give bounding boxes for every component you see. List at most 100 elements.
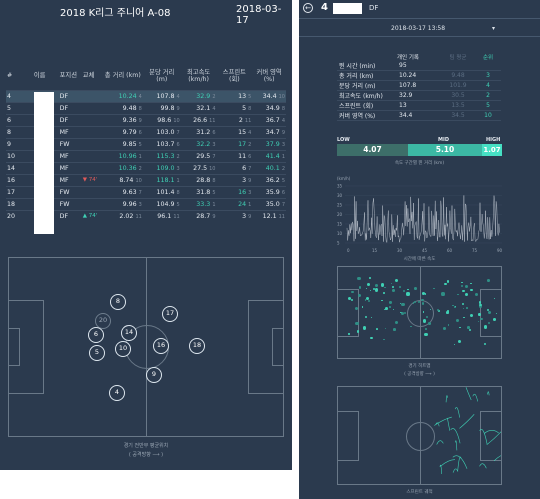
sprint-path bbox=[447, 417, 451, 431]
cell-per-minute: 99.8 9 bbox=[142, 101, 181, 114]
heatmap-dot bbox=[444, 282, 447, 286]
cell-per-minute: 115.3 2 bbox=[142, 149, 181, 162]
heatmap-dot bbox=[488, 310, 492, 314]
heatmap-dot bbox=[470, 314, 474, 318]
speed-x-tick: 75 bbox=[472, 248, 478, 253]
heatmap-dot bbox=[358, 286, 362, 289]
table-row[interactable]: 18 FW 9.96 3 104.9 5 33.3 1 24 1 35.0 7 bbox=[6, 197, 286, 210]
stat-team-avg: 13.5 bbox=[441, 100, 475, 111]
heatmap-dot bbox=[407, 288, 409, 290]
per-minute-value: 96.1 bbox=[157, 212, 172, 220]
per-minute-rank: 4 bbox=[176, 93, 180, 100]
coverage-rank: 4 bbox=[281, 117, 285, 124]
speed-y-tick: 15 bbox=[337, 222, 343, 227]
cell-distance: 9.85 5 bbox=[102, 137, 143, 150]
cell-sprint: 17 2 bbox=[216, 137, 253, 150]
heatmap-dot bbox=[421, 302, 425, 305]
cell-distance: 2.02 11 bbox=[102, 209, 143, 222]
table-row[interactable]: 6 DF 9.36 9 98.6 10 26.6 11 2 11 36.7 4 bbox=[6, 113, 286, 126]
datetime-divider bbox=[299, 36, 540, 37]
cell-distance: 9.96 3 bbox=[102, 197, 143, 210]
cell-top-speed: 28.8 8 bbox=[180, 173, 217, 186]
heatmap-dot bbox=[392, 289, 396, 293]
top-speed-rank: 3 bbox=[212, 141, 216, 148]
heatmap-dot bbox=[446, 311, 449, 314]
heatmap-dot bbox=[414, 301, 416, 304]
sprint-rank: 2 bbox=[248, 141, 252, 148]
player-marker[interactable]: 18 bbox=[189, 338, 205, 354]
heatmap-dot bbox=[462, 308, 464, 310]
heatmap-dot bbox=[441, 292, 445, 296]
sprint-value: 15 bbox=[238, 128, 247, 136]
coverage-rank: 7 bbox=[281, 201, 285, 208]
player-marker[interactable]: 10 bbox=[115, 341, 131, 357]
cell-per-minute: 103.7 6 bbox=[142, 137, 181, 150]
heatmap-dot bbox=[385, 306, 389, 310]
heatmap-dot bbox=[467, 326, 470, 330]
player-marker[interactable]: 20 bbox=[95, 313, 111, 329]
back-arrow-icon[interactable]: ← bbox=[303, 3, 313, 13]
top-speed-rank: 6 bbox=[212, 129, 216, 136]
player-stat-row: 총 거리 (km) 10.24 9.48 3 bbox=[337, 70, 501, 81]
per-minute-rank: 2 bbox=[176, 153, 180, 160]
cell-position: FW bbox=[58, 137, 82, 150]
stat-personal: 107.8 bbox=[397, 80, 441, 91]
cell-sprint: 16 3 bbox=[216, 185, 253, 198]
heatmap-dot bbox=[424, 333, 428, 337]
sprint-path bbox=[472, 393, 479, 402]
team-report-panel: 2018 K리그 주니어 A-08 2018-03-17 # 이름 포지션 교체… bbox=[0, 0, 292, 470]
speed-x-tick: 60 bbox=[447, 248, 453, 253]
heatmap-dot bbox=[465, 292, 469, 296]
per-minute-value: 109.0 bbox=[156, 164, 175, 172]
per-minute-rank: 3 bbox=[176, 165, 180, 172]
heatmap-dot bbox=[478, 301, 482, 305]
distance-rank: 4 bbox=[138, 93, 142, 100]
distance-rank: 1 bbox=[138, 153, 142, 160]
distance-value: 9.85 bbox=[122, 140, 137, 148]
heatmap-dot bbox=[480, 317, 483, 321]
coverage-rank: 6 bbox=[281, 189, 285, 196]
heatmap-dot bbox=[433, 287, 435, 290]
col-header-sprint: 스프린트 (회) bbox=[222, 68, 246, 83]
cell-per-minute: 107.8 4 bbox=[142, 89, 181, 102]
report-title-bar: 2018 K리그 주니어 A-08 2018-03-17 bbox=[0, 4, 292, 26]
col-header-top-speed: 최고속도 (km/h) bbox=[187, 68, 211, 83]
player-marker[interactable]: 14 bbox=[121, 325, 137, 341]
player-marker[interactable]: 9 bbox=[146, 367, 162, 383]
player-stat-row: 분당 거리 (m) 107.8 101.9 4 bbox=[337, 80, 501, 91]
heatmap-dot bbox=[361, 306, 363, 308]
player-marker[interactable]: 8 bbox=[110, 294, 126, 310]
player-marker[interactable]: 17 bbox=[162, 306, 178, 322]
stat-personal: 10.24 bbox=[397, 70, 441, 81]
per-minute-rank: 6 bbox=[176, 141, 180, 148]
heatmap-dot bbox=[389, 301, 392, 304]
player-marker[interactable]: 4 bbox=[109, 385, 125, 401]
top-speed-value: 32.2 bbox=[196, 140, 211, 148]
dropdown-arrow-icon[interactable]: ▾ bbox=[492, 25, 496, 32]
heatmap-dot bbox=[356, 330, 360, 333]
stat-rank: 5 bbox=[475, 100, 501, 111]
player-marker[interactable]: 6 bbox=[88, 327, 104, 343]
cell-coverage: 34.7 9 bbox=[252, 125, 286, 138]
per-minute-rank: 11 bbox=[173, 213, 180, 220]
sprint-rank: 4 bbox=[248, 129, 252, 136]
heatmap-dot bbox=[479, 303, 482, 307]
sprint-path bbox=[450, 428, 461, 444]
cell-sprint: 3 9 bbox=[216, 173, 253, 186]
heatmap-dot bbox=[351, 290, 354, 294]
heatmap-dot bbox=[457, 293, 459, 296]
sprint-path bbox=[445, 395, 448, 403]
cell-coverage: 36.2 5 bbox=[252, 173, 286, 186]
player-marker[interactable]: 16 bbox=[153, 338, 169, 354]
per-minute-value: 101.4 bbox=[156, 188, 175, 196]
sub-indicator: ▲ 74' bbox=[82, 213, 98, 220]
stats-col-rank: 순위 bbox=[482, 54, 494, 61]
stat-rank: 2 bbox=[475, 90, 501, 101]
stat-rank bbox=[475, 61, 501, 71]
pitch-caption: 경기 전반부 평균위치 bbox=[123, 443, 169, 449]
speed-x-tick: 90 bbox=[497, 248, 502, 253]
distance-value: 10.24 bbox=[118, 92, 137, 100]
player-marker[interactable]: 5 bbox=[89, 345, 105, 361]
